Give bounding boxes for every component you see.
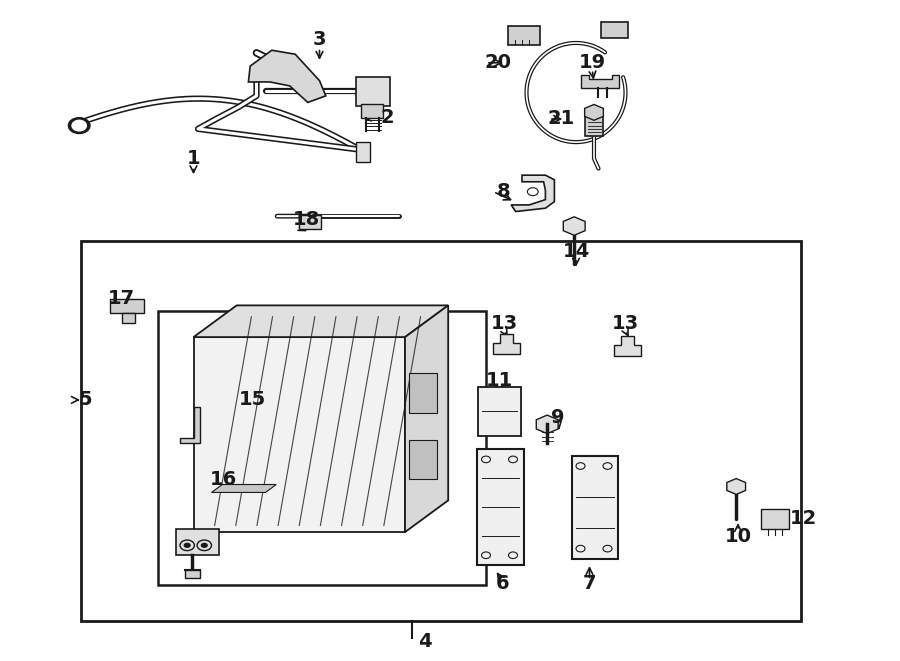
Polygon shape xyxy=(493,334,520,354)
Polygon shape xyxy=(581,75,619,88)
Text: 3: 3 xyxy=(313,30,326,49)
Bar xyxy=(572,456,618,559)
Bar xyxy=(508,26,540,45)
Circle shape xyxy=(68,118,90,134)
Bar xyxy=(122,313,135,323)
Text: 14: 14 xyxy=(562,242,590,260)
Polygon shape xyxy=(180,407,200,443)
Text: 20: 20 xyxy=(484,54,511,72)
Text: 18: 18 xyxy=(292,210,320,229)
Polygon shape xyxy=(563,217,585,235)
Bar xyxy=(158,311,486,585)
Text: 9: 9 xyxy=(551,408,565,427)
Text: 13: 13 xyxy=(491,315,518,333)
Text: 15: 15 xyxy=(238,391,266,409)
Text: 16: 16 xyxy=(210,470,237,488)
Text: 17: 17 xyxy=(108,290,135,308)
Polygon shape xyxy=(536,415,558,434)
Bar xyxy=(585,116,603,136)
Bar xyxy=(110,299,144,313)
Text: 5: 5 xyxy=(78,391,93,409)
Circle shape xyxy=(184,543,191,548)
Text: 13: 13 xyxy=(612,315,639,333)
Bar xyxy=(184,570,200,578)
Polygon shape xyxy=(405,305,448,532)
Text: 7: 7 xyxy=(583,574,596,592)
Text: 8: 8 xyxy=(497,182,511,201)
Bar xyxy=(299,215,321,229)
Polygon shape xyxy=(585,104,603,120)
Bar xyxy=(356,77,390,106)
Polygon shape xyxy=(194,305,448,337)
Text: 4: 4 xyxy=(418,632,432,650)
Polygon shape xyxy=(212,485,276,492)
Text: 19: 19 xyxy=(579,54,606,72)
Text: 1: 1 xyxy=(186,149,201,168)
Bar xyxy=(356,141,370,161)
Text: 11: 11 xyxy=(486,371,513,389)
Polygon shape xyxy=(194,337,405,532)
Bar xyxy=(410,440,437,479)
Polygon shape xyxy=(511,175,554,212)
Circle shape xyxy=(72,120,86,131)
Bar xyxy=(760,509,789,529)
Polygon shape xyxy=(727,479,745,494)
Bar xyxy=(410,373,437,413)
Bar xyxy=(477,449,524,565)
Text: 2: 2 xyxy=(380,108,394,127)
Bar xyxy=(601,22,628,38)
Bar xyxy=(81,241,801,621)
Polygon shape xyxy=(614,336,641,356)
Text: 12: 12 xyxy=(790,510,817,528)
Circle shape xyxy=(201,543,208,548)
Text: 6: 6 xyxy=(495,574,509,592)
Bar xyxy=(361,104,383,118)
Polygon shape xyxy=(248,50,326,102)
Bar xyxy=(478,387,521,436)
Bar xyxy=(176,529,219,555)
Text: 21: 21 xyxy=(548,110,575,128)
Text: 10: 10 xyxy=(724,527,751,546)
